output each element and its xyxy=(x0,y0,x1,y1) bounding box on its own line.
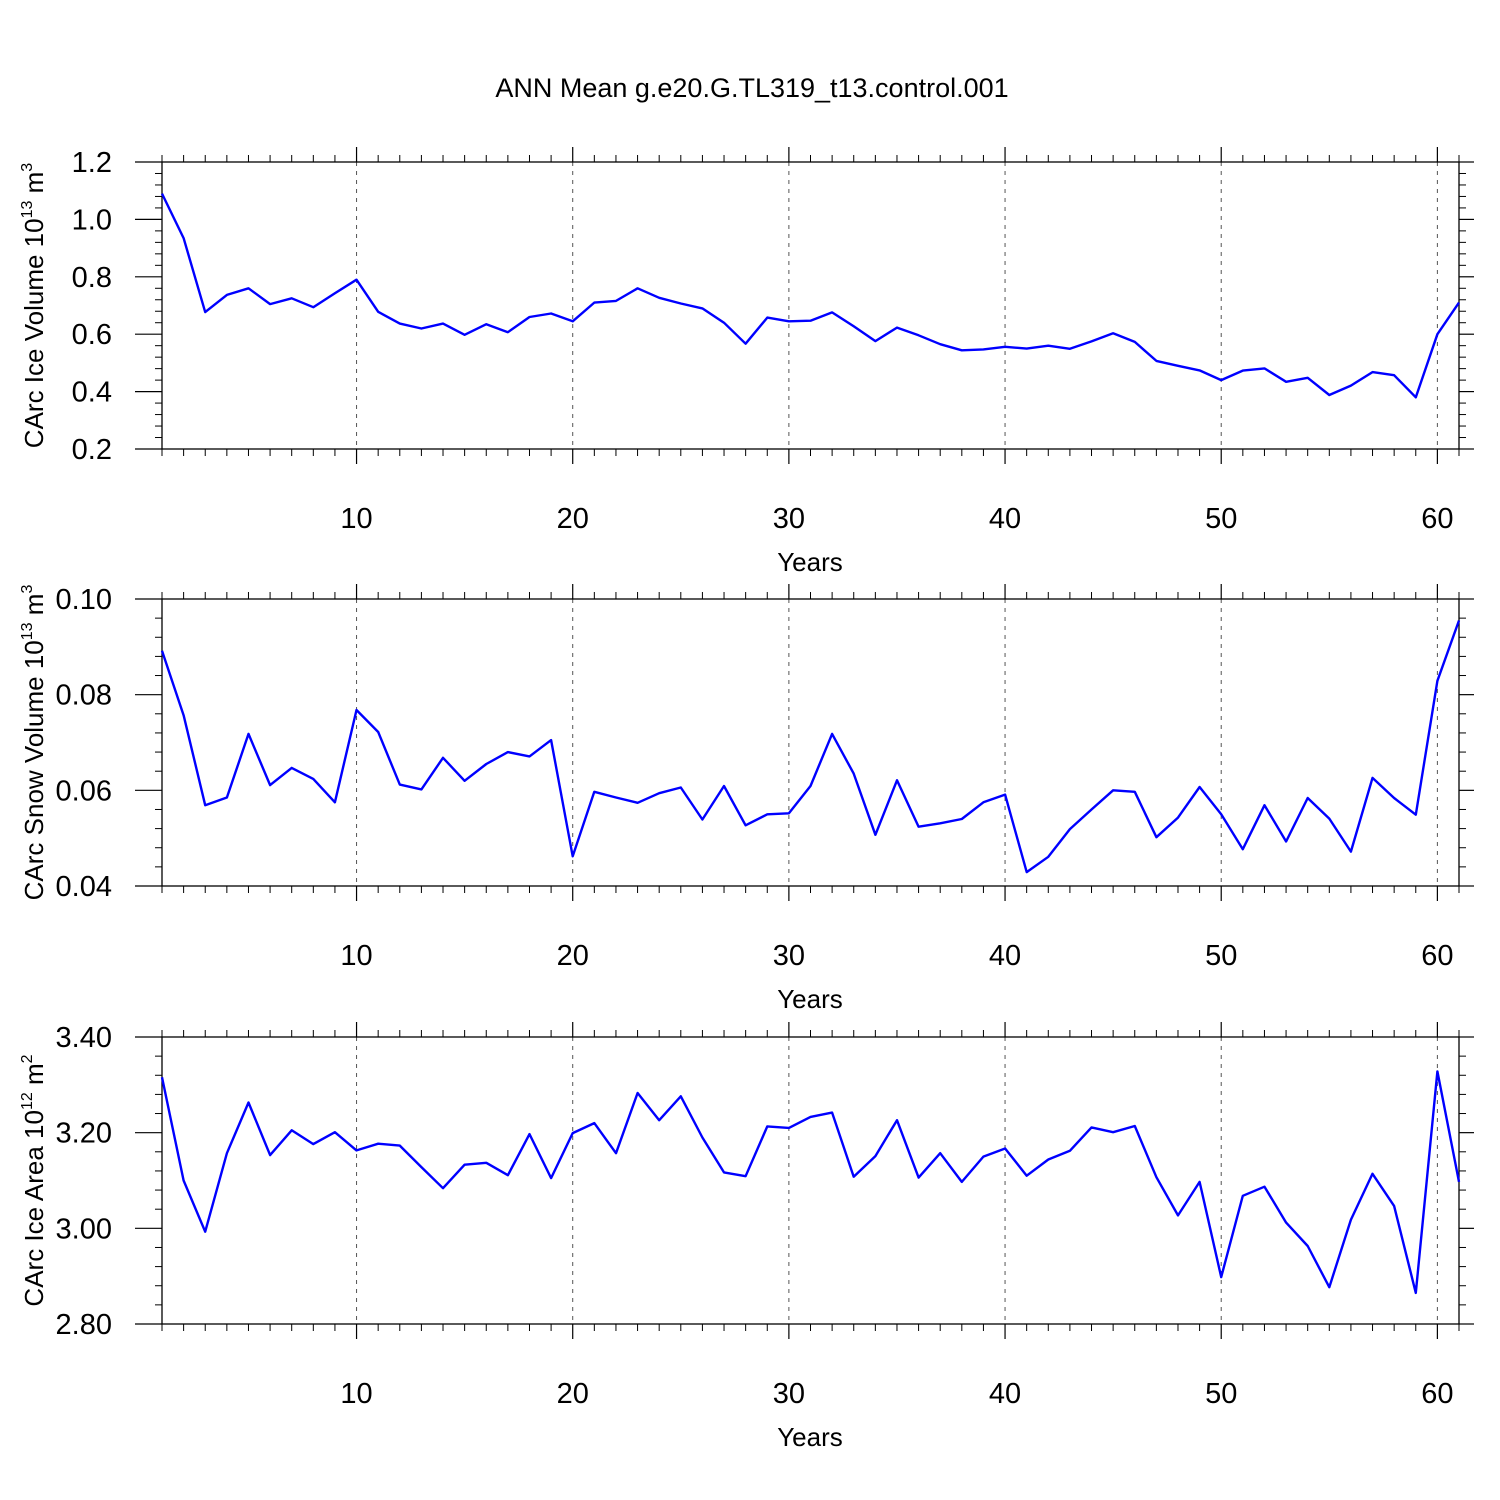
x-tick-label: 50 xyxy=(1205,503,1237,535)
x-tick-label: 10 xyxy=(340,503,372,535)
y-axis-title-unit-exponent: 2 xyxy=(19,1054,36,1063)
x-tick-label: 40 xyxy=(989,1378,1021,1410)
x-tick-label: 60 xyxy=(1421,503,1453,535)
y-axis-title: CArc Snow Volume 1013 m3 xyxy=(19,585,49,901)
y-axis-title-exponent: 13 xyxy=(19,201,36,219)
series-line-ice-volume xyxy=(160,193,1460,399)
y-tick-label: 0.6 xyxy=(72,319,112,351)
y-axis-title-exponent: 12 xyxy=(19,1092,36,1110)
panels: 10 20 30 40 50 60 0.2 0.4 0.6 0.8 1.0 1.2 Years CArc … xyxy=(19,147,1474,1452)
y-tick-label: 3.00 xyxy=(56,1213,112,1245)
x-axis-title: Years xyxy=(777,547,843,577)
x-tick-label: 20 xyxy=(557,940,589,972)
y-tick-label: 3.40 xyxy=(56,1022,112,1054)
y-tick-label: 0.2 xyxy=(72,434,112,466)
y-axis-title: CArc Ice Volume 1013 m3 xyxy=(19,163,49,448)
y-axis-title-unit-exponent: 3 xyxy=(19,585,36,594)
y-tick-label: 0.06 xyxy=(56,775,112,807)
x-tick-label: 30 xyxy=(773,503,805,535)
y-axis-title-unit: m xyxy=(19,1063,49,1092)
x-tick-label: 30 xyxy=(773,1378,805,1410)
y-axis-title-unit: m xyxy=(19,594,49,623)
panel-snow-volume: 10 20 30 40 50 60 0.04 0.06 0.08 0.10 Years CArc Sn… xyxy=(19,584,1474,1014)
panel-ice-area: 10 20 30 40 50 60 2.80 3.00 3.20 3.40 Years CArc Ic… xyxy=(19,1022,1474,1452)
x-tick-label: 50 xyxy=(1205,940,1237,972)
y-axis-title-main: CArc Ice Area 10 xyxy=(19,1110,49,1307)
y-tick-label: 1.2 xyxy=(72,147,112,179)
y-axis-title: CArc Ice Area 1012 m2 xyxy=(19,1054,49,1306)
y-tick-label: 0.08 xyxy=(56,680,112,712)
x-axis-title: Years xyxy=(777,984,843,1014)
y-tick-label: 0.4 xyxy=(72,377,112,409)
x-axis-title: Years xyxy=(777,1422,843,1452)
x-tick-label: 20 xyxy=(557,503,589,535)
x-tick-label: 10 xyxy=(340,940,372,972)
x-tick-label: 10 xyxy=(340,1378,372,1410)
x-tick-label: 40 xyxy=(989,940,1021,972)
y-axis-title-main: CArc Ice Volume 10 xyxy=(19,218,49,448)
main-title: ANN Mean g.e20.G.TL319_t13.control.001 xyxy=(495,73,1008,103)
x-tick-label: 40 xyxy=(989,503,1021,535)
y-axis-title-exponent: 13 xyxy=(19,622,36,640)
y-tick-label: 0.04 xyxy=(56,871,112,903)
y-tick-label: 0.8 xyxy=(72,262,112,294)
x-tick-label: 60 xyxy=(1421,1378,1453,1410)
y-tick-label: 3.20 xyxy=(56,1118,112,1150)
y-axis-title-main: CArc Snow Volume 10 xyxy=(19,640,49,900)
y-tick-label: 1.0 xyxy=(72,204,112,236)
x-tick-label: 30 xyxy=(773,940,805,972)
x-tick-label: 20 xyxy=(557,1378,589,1410)
x-tick-label: 50 xyxy=(1205,1378,1237,1410)
y-tick-label: 2.80 xyxy=(56,1309,112,1341)
x-tick-label: 60 xyxy=(1421,940,1453,972)
y-tick-label: 0.10 xyxy=(56,584,112,616)
series-line-ice-area xyxy=(160,1070,1461,1295)
panel-ice-volume: 10 20 30 40 50 60 0.2 0.4 0.6 0.8 1.0 1.2 Years CArc … xyxy=(19,147,1474,577)
series-line-snow-volume xyxy=(160,620,1461,874)
y-axis-title-unit-exponent: 3 xyxy=(19,163,36,172)
y-axis-title-unit: m xyxy=(19,172,49,201)
